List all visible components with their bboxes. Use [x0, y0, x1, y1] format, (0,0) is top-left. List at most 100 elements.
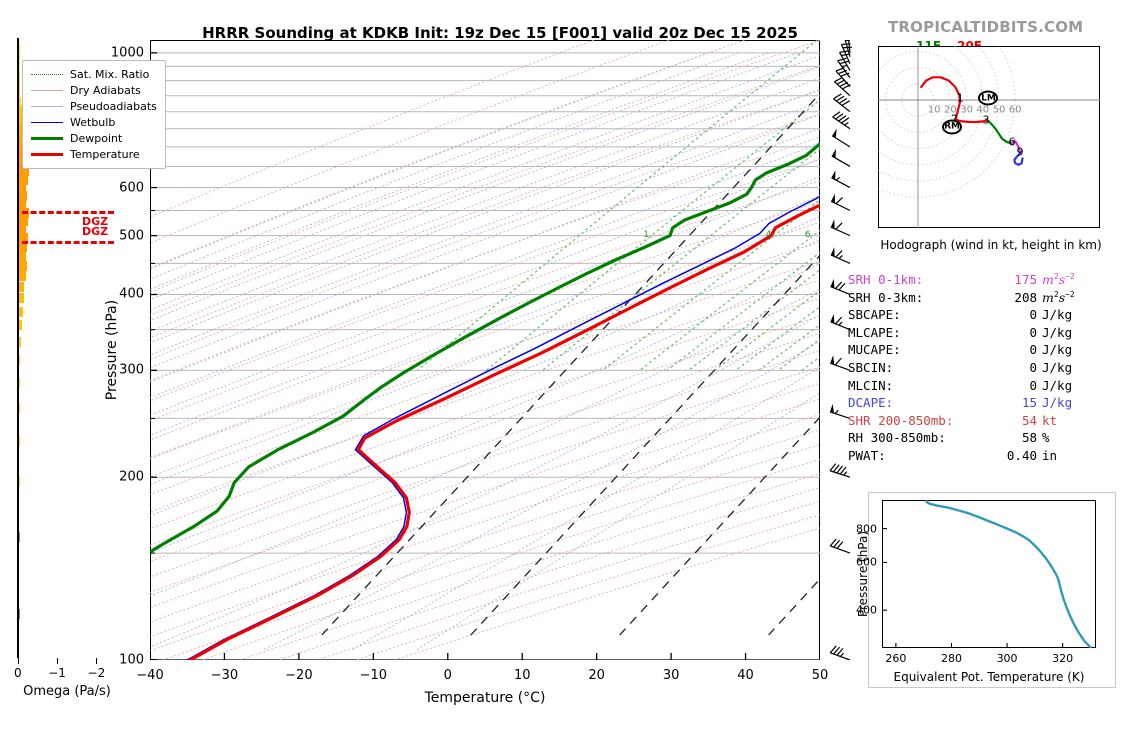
omega-bar	[17, 532, 20, 543]
omega-bar	[17, 320, 22, 331]
omega-bar	[17, 216, 29, 227]
hodograph-caption: Hodograph (wind in kt, height in km)	[880, 238, 1102, 252]
legend-label: Temperature	[70, 147, 140, 161]
temperature-tick-label: −30	[210, 668, 239, 683]
skewt-frame	[150, 40, 820, 660]
dgz-line	[22, 210, 114, 214]
temperature-tick-label: 0	[443, 668, 452, 683]
omega-bar	[17, 260, 27, 271]
wind-barb	[831, 128, 851, 148]
temperature-tick-label: 10	[513, 668, 531, 683]
wind-barb	[831, 148, 851, 167]
temperature-tick-label: −20	[285, 668, 313, 683]
hodograph-trace	[1010, 139, 1022, 155]
mixing-ratio-label: 6	[804, 229, 811, 240]
parameter-unit: m2s−2	[1042, 289, 1075, 305]
wind-barb	[829, 463, 851, 478]
mixing-ratio-label: 4	[765, 229, 772, 240]
omega-x-axis-title: Omega (Pa/s)	[23, 684, 111, 699]
omega-bar	[17, 403, 21, 414]
hodograph-height-label: 3	[982, 113, 990, 127]
parameter-row: DCAPE: 15 J/kg	[848, 395, 1118, 413]
hodograph-height-label: 1	[956, 91, 964, 105]
parameter-value: 0	[1029, 324, 1037, 340]
omega-bar	[17, 251, 27, 262]
wind-barb	[833, 76, 851, 97]
thetae-outer-box	[868, 492, 1116, 688]
wind-barb	[830, 355, 851, 371]
parameter-row: MUCAPE: 0 J/kg	[848, 342, 1118, 360]
skewt-plot-area	[150, 40, 820, 660]
temperature-tick-label: 50	[811, 668, 829, 683]
omega-zero-axis	[17, 38, 19, 658]
omega-tick	[96, 658, 98, 664]
legend-swatch	[31, 89, 63, 91]
omega-bar	[17, 281, 25, 292]
omega-bar	[17, 96, 21, 107]
pressure-tick-label: 600	[119, 180, 144, 196]
skewt-diagram: Pressure (hPa) Temperature (°C) Sat. Mix…	[22, 39, 982, 706]
omega-bar	[17, 41, 20, 52]
hodograph-panel: 10203040506012369RMLM	[878, 46, 1100, 228]
wind-barb	[829, 403, 851, 419]
wind-barb	[832, 111, 851, 130]
sounding-parameters: SRH 0-1km: 175 m2s−2 SRH 0-3km: 208 m2s−2 SBCA…	[848, 272, 1118, 466]
parameter-unit: m2s−2	[1042, 272, 1075, 288]
parameter-value: 0	[1029, 307, 1037, 323]
temperature-tick-label: −10	[359, 668, 388, 683]
hodograph-ring-label: 60	[1008, 104, 1022, 116]
wind-barb	[830, 219, 851, 237]
legend-swatch	[31, 152, 63, 156]
parameter-name: SRH 0-1km:	[848, 272, 924, 288]
parameter-name: DCAPE:	[848, 395, 894, 411]
pressure-tick-label: 300	[119, 362, 144, 378]
omega-bar	[17, 293, 25, 304]
parameter-value: 15	[1021, 395, 1037, 411]
parameter-row: SRH 0-1km: 175 m2s−2	[848, 272, 1118, 290]
legend-item: Dewpoint	[31, 130, 157, 146]
wind-barb	[830, 278, 851, 296]
wind-barb-column	[829, 40, 853, 660]
legend-swatch	[31, 121, 63, 123]
wind-barb	[830, 313, 851, 331]
omega-bar	[17, 183, 27, 194]
omega-bar	[17, 232, 28, 243]
omega-bar	[17, 122, 25, 133]
omega-bar	[17, 56, 20, 67]
temperature-tick-label: 40	[737, 668, 754, 683]
skewt-x-axis-title: Temperature (°C)	[424, 690, 546, 706]
omega-bar	[17, 174, 29, 185]
temperature-tick-label: 20	[588, 668, 605, 683]
pressure-tick-label: 100	[119, 652, 144, 668]
thetae-x-tick-label: 260	[885, 652, 907, 665]
hodograph-ring-label: 40	[976, 104, 990, 116]
hodograph-ring-label: 50	[992, 104, 1006, 116]
legend-swatch	[31, 136, 63, 140]
parameter-unit: J/kg	[1042, 377, 1073, 393]
dgz-label: DGZ	[82, 214, 109, 228]
omega-bar	[17, 199, 27, 210]
omega-bar	[17, 475, 20, 486]
pressure-tick-label: 200	[119, 469, 144, 485]
hodograph-trace	[920, 76, 989, 124]
hodograph-height-label: 9	[1016, 145, 1024, 159]
parameter-row: MLCIN: 0 J/kg	[848, 378, 1118, 396]
omega-bar	[17, 377, 20, 388]
parameter-name: SRH 0-3km:	[848, 289, 924, 305]
pressure-tick-label: 500	[119, 228, 144, 244]
pressure-tick-label: 400	[119, 286, 144, 302]
hodograph-trace	[1013, 152, 1024, 166]
legend-swatch	[31, 73, 63, 75]
thetae-y-tick-label: 800	[856, 522, 877, 536]
omega-bar	[17, 609, 20, 620]
parameter-row: SBCAPE: 0 J/kg	[848, 307, 1118, 325]
parameter-name: MLCAPE:	[848, 324, 901, 340]
thetae-y-tick-label: 600	[856, 555, 877, 569]
skewt-legend: Sat. Mix. Ratio Dry Adiabats Pseudoadiabat…	[22, 60, 166, 169]
hodograph-trace	[986, 119, 1014, 145]
legend-item: Temperature	[31, 146, 157, 162]
thetae-frame	[882, 500, 1096, 648]
parameter-value: 0	[1029, 342, 1037, 358]
omega-bar	[17, 191, 28, 202]
parameter-value: 0.40	[1006, 447, 1037, 463]
